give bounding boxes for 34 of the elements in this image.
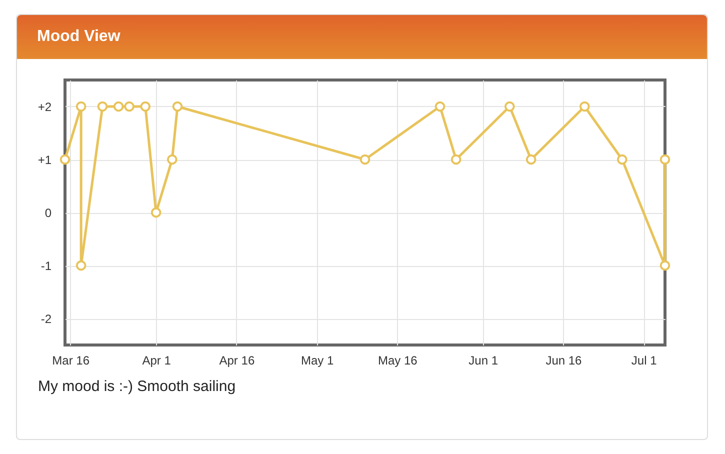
y-tick-label: 0 — [44, 206, 52, 220]
x-tick-label: Jun 1 — [468, 354, 498, 368]
point — [660, 260, 670, 271]
x-tick-label: Apr 16 — [219, 354, 255, 368]
point — [150, 207, 162, 218]
x-tick-label: May 16 — [378, 354, 418, 368]
point — [434, 101, 446, 112]
point — [360, 154, 370, 165]
point — [76, 260, 86, 271]
y-tick-label: +2 — [38, 100, 52, 114]
point — [140, 101, 151, 112]
point — [172, 101, 183, 112]
x-tick-label: Jun 16 — [546, 354, 582, 368]
x-tick-label: May 1 — [300, 354, 334, 368]
point — [450, 154, 462, 165]
y-tick-label: -2 — [40, 312, 52, 326]
point — [76, 101, 86, 112]
point — [579, 101, 590, 112]
point — [616, 154, 628, 165]
point — [124, 101, 134, 112]
y-tick-label: -1 — [40, 259, 52, 273]
point — [660, 154, 670, 165]
x-tick-label: Mar 16 — [52, 354, 90, 368]
point — [526, 154, 536, 165]
chart-title: Mood View — [17, 15, 707, 59]
point — [97, 101, 108, 112]
x-tick-label: Jul 1 — [631, 354, 658, 368]
y-tick-label: +1 — [38, 153, 52, 167]
point — [113, 101, 124, 112]
text: My mood is :-) Smooth sailing — [38, 378, 236, 395]
point — [60, 154, 70, 165]
x-tick-label: Apr 1 — [142, 354, 172, 368]
point — [166, 154, 178, 165]
point — [504, 101, 515, 112]
